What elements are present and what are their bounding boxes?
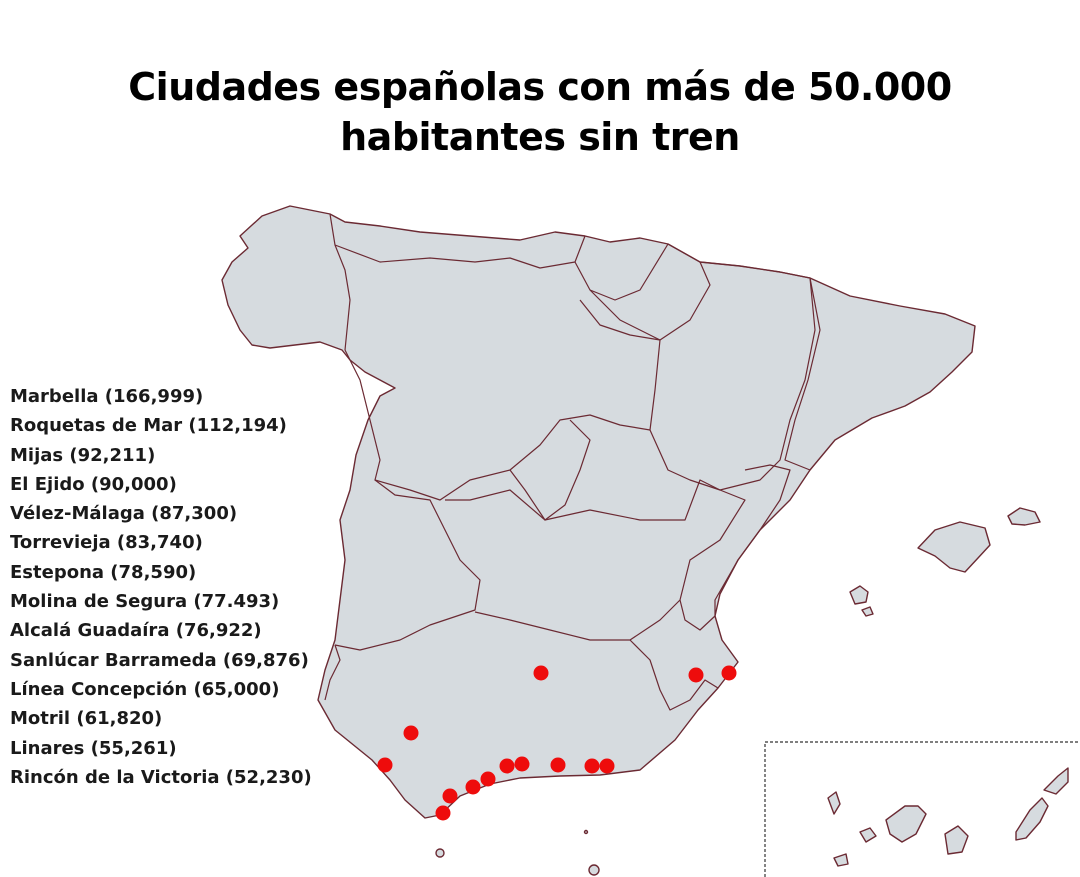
island-menorca <box>1007 507 1041 526</box>
legend-item: Molina de Segura (77.493) <box>10 591 280 613</box>
legend-item: Roquetas de Mar (112,194) <box>10 415 287 437</box>
city-marker <box>599 758 615 774</box>
border-aragon <box>649 261 816 491</box>
border-asturias-cantabria <box>334 235 586 269</box>
legend-item: Estepona (78,590) <box>10 561 197 583</box>
city-marker <box>442 788 458 804</box>
border-navarra <box>589 243 711 341</box>
legend-item: Mijas (92,211) <box>10 444 156 466</box>
city-marker <box>533 665 549 681</box>
legend-item: El Ejido (90,000) <box>10 473 177 495</box>
map-title-line-2: habitantes sin tren <box>340 115 740 159</box>
border-galicia <box>329 213 351 351</box>
legend-item: Línea Concepción (65,000) <box>10 678 280 700</box>
border-cataluna <box>784 277 821 471</box>
island-formentera <box>861 606 874 617</box>
island-fuerteventura <box>1015 797 1049 841</box>
city-legend: Marbella (166,999) Roquetas de Mar (112,… <box>10 382 312 792</box>
city-marker <box>550 757 566 773</box>
border-la-rioja <box>579 299 661 341</box>
legend-item: Rincón de la Victoria (52,230) <box>10 766 312 788</box>
islet-alboran <box>583 829 589 835</box>
island-la-gomera <box>859 827 877 843</box>
border-murcia <box>629 639 719 711</box>
city-marker <box>721 665 737 681</box>
island-tenerife <box>885 805 927 843</box>
border-castilla-leon <box>344 349 651 501</box>
island-mallorca <box>917 521 991 573</box>
city-marker <box>465 779 481 795</box>
legend-item: Marbella (166,999) <box>10 386 204 407</box>
map-title: Ciudades españolas con más de 50.000 hab… <box>0 62 1080 162</box>
legend-item: Linares (55,261) <box>10 737 177 759</box>
legend-item: Motril (61,820) <box>10 708 163 730</box>
city-marker <box>499 758 515 774</box>
city-marker <box>377 757 393 773</box>
island-el-hierro <box>833 853 849 867</box>
legend-item: Alcalá Guadaíra (76,922) <box>10 620 262 642</box>
city-marker <box>480 771 496 787</box>
island-lanzarote <box>1043 767 1069 795</box>
map-title-line-1: Ciudades españolas con más de 50.000 <box>128 65 952 109</box>
city-marker <box>403 725 419 741</box>
border-andalucia <box>324 644 341 701</box>
border-valencia <box>679 464 791 631</box>
city-marker <box>435 805 451 821</box>
border-castilla-la-mancha <box>445 479 746 641</box>
legend-item: Sanlúcar Barrameda (69,876) <box>10 649 309 671</box>
border-pais-vasco <box>574 243 669 301</box>
city-marker <box>688 667 704 683</box>
city-marker <box>584 758 600 774</box>
border-madrid <box>509 419 591 521</box>
island-la-palma <box>827 791 841 815</box>
city-marker <box>514 756 530 772</box>
island-gran-canaria <box>944 825 969 855</box>
legend-item: Vélez-Málaga (87,300) <box>10 503 238 525</box>
islet-melilla <box>588 864 600 876</box>
legend-item: Torrevieja (83,740) <box>10 532 203 554</box>
islet-ceuta <box>435 848 445 858</box>
canarias-inset-frame <box>764 741 1078 877</box>
island-ibiza <box>849 585 869 605</box>
border-extremadura <box>334 479 481 651</box>
